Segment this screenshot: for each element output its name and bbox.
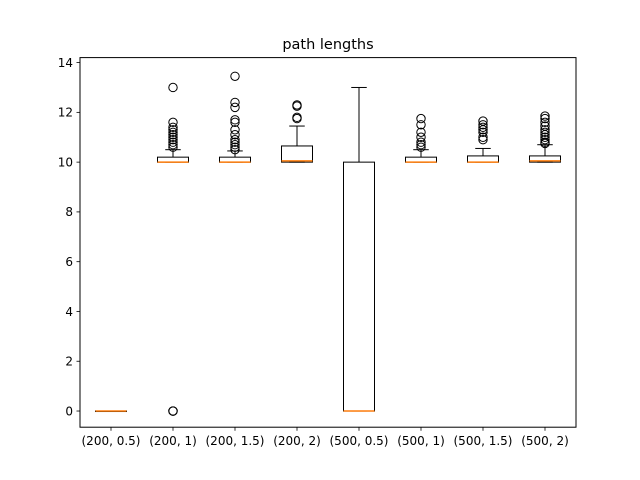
chart-title: path lengths (282, 37, 373, 53)
y-tick-label: 0 (65, 404, 73, 418)
outlier-point (478, 122, 488, 132)
outlier-point (540, 117, 550, 128)
outlier-point (230, 140, 240, 150)
outlier-point (168, 82, 178, 93)
outlier-point (478, 132, 488, 142)
x-tick-label: (500, 0.5) (330, 434, 389, 448)
outlier-point (540, 127, 550, 137)
box (343, 161, 375, 412)
outlier-point (292, 112, 302, 123)
plot-frame (79, 57, 577, 428)
outlier-point (168, 130, 178, 140)
outlier-point (478, 116, 488, 126)
outlier-point (168, 142, 178, 152)
outlier-point (230, 97, 240, 108)
x-tick-label: (500, 1) (397, 434, 445, 448)
y-tick-label: 8 (65, 205, 73, 219)
plot-area: 0 2 4 6 8 10 12 14 (200, 0.5) (200, 1) (200, 1.5) (… (58, 56, 569, 448)
outlier-point (168, 125, 178, 135)
outlier-point (168, 117, 178, 128)
outlier-point (478, 127, 488, 137)
outlier-point (416, 132, 426, 142)
x-tick-label: (200, 1) (149, 434, 197, 448)
outlier-point (540, 132, 550, 142)
y-tick-label: 12 (58, 106, 73, 120)
y-tick-label: 6 (65, 255, 73, 269)
outlier-point (478, 135, 488, 145)
outlier-point (416, 127, 426, 137)
outlier-point (230, 102, 240, 113)
outlier-point (230, 142, 240, 152)
y-tick-label: 10 (58, 155, 73, 169)
x-tick-label: (500, 1.5) (454, 434, 513, 448)
outlier-point (540, 111, 550, 121)
outlier-point (230, 144, 240, 155)
outlier-point (168, 127, 178, 137)
box (467, 155, 499, 163)
outlier-point (168, 122, 178, 132)
outlier-point (230, 125, 240, 135)
outlier-point (416, 142, 426, 152)
outlier-point (292, 100, 302, 110)
outlier-point (230, 137, 240, 147)
box (281, 145, 313, 163)
outlier-point (540, 125, 550, 135)
outlier-point (416, 120, 426, 130)
x-tick-label: (200, 1.5) (206, 434, 265, 448)
outlier-point (230, 130, 240, 140)
outlier-point (478, 120, 488, 130)
outlier-point (168, 135, 178, 145)
outlier-point (540, 121, 550, 131)
y-tick-label: 14 (58, 56, 73, 70)
outlier-point (168, 140, 178, 150)
outlier-point (230, 71, 240, 81)
outlier-point (168, 132, 178, 142)
outlier-point (416, 140, 426, 150)
x-tick-label: (200, 2) (273, 434, 321, 448)
y-tick-label: 2 (65, 355, 73, 369)
outlier-point (416, 137, 426, 147)
outlier-point (540, 135, 550, 145)
x-tick-label: (500, 2) (521, 434, 569, 448)
outlier-point (230, 135, 240, 145)
outlier-point (168, 137, 178, 147)
outlier-point (230, 117, 240, 128)
y-tick-label: 4 (65, 305, 73, 319)
outlier-point (540, 137, 550, 147)
outlier-point (168, 406, 178, 416)
x-tick-label: (200, 0.5) (82, 434, 141, 448)
outlier-point (230, 115, 240, 125)
box (529, 155, 561, 163)
outlier-point (416, 113, 426, 124)
outlier-point (540, 113, 550, 124)
